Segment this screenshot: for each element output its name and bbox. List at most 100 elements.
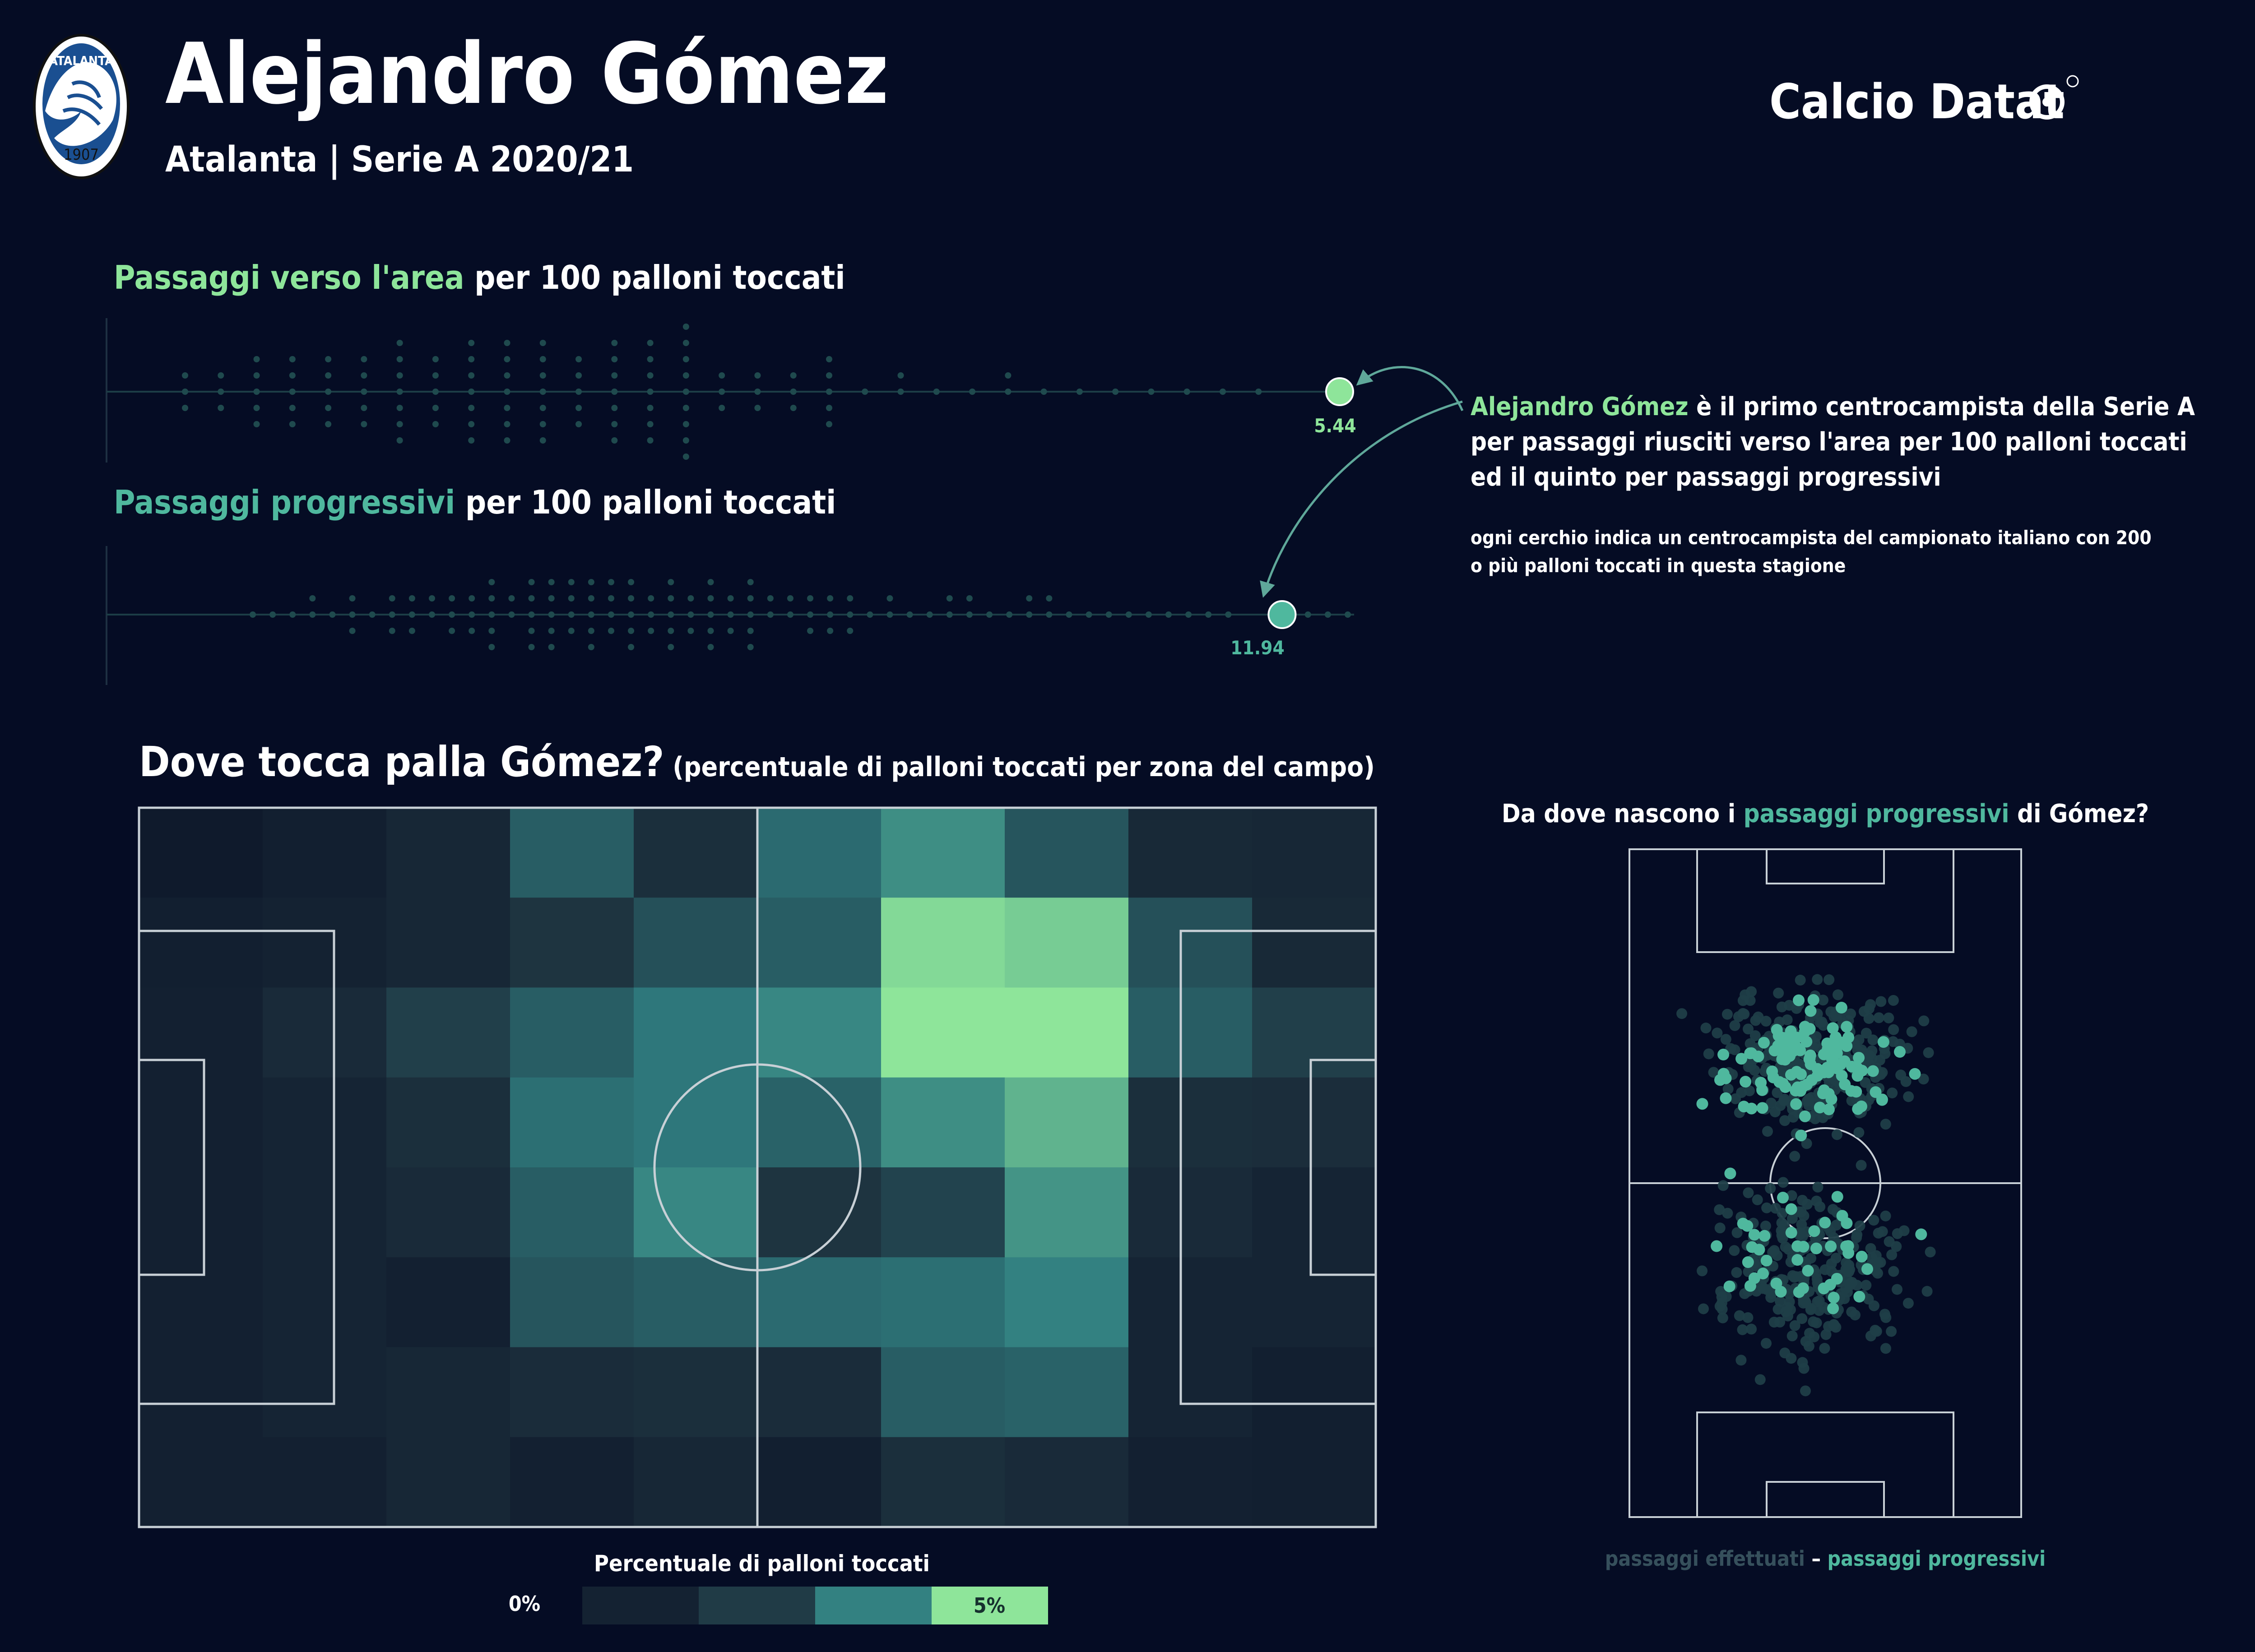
heatmap-cell — [881, 1347, 1005, 1438]
pass-made-point — [1754, 1374, 1766, 1385]
pass-made-point — [1766, 1288, 1777, 1299]
player-dot — [575, 405, 582, 411]
player-dot — [449, 611, 455, 618]
pass-made-point — [1742, 1312, 1754, 1323]
player-dot — [253, 356, 260, 362]
player-dot — [528, 628, 535, 634]
pass-made-point — [1731, 1267, 1742, 1278]
player-dot — [727, 595, 734, 602]
heatmap-cell — [263, 1167, 387, 1258]
player-dot — [568, 579, 575, 585]
player-dot — [608, 611, 614, 618]
heatmap-cell — [634, 1167, 758, 1258]
pass-made-point — [1714, 1204, 1725, 1215]
pass-made-point — [1925, 1246, 1936, 1258]
legend-swatch — [932, 1587, 1048, 1624]
heatmap-legend-title: Percentuale di palloni toccati — [594, 1550, 930, 1577]
pass-made-point — [1783, 1244, 1794, 1255]
player-dot — [1006, 611, 1013, 618]
progressive-pass-point — [1785, 1203, 1797, 1215]
player-dot — [488, 628, 495, 634]
progressive-pass-point — [1841, 1217, 1853, 1229]
heatmap-cell — [1252, 1167, 1376, 1258]
progressive-pass-point — [1861, 1263, 1874, 1275]
player-dot — [396, 389, 403, 395]
heatmap-legend-min: 0% — [509, 1592, 540, 1616]
player-dot — [449, 628, 455, 634]
pass-made-point — [1698, 1303, 1709, 1314]
player-dot — [790, 389, 797, 395]
player-dot — [469, 628, 475, 634]
heatmap-cell — [1128, 1257, 1253, 1348]
pass-made-point — [1918, 1074, 1929, 1085]
player-dot — [325, 372, 332, 379]
progressive-pass-point — [1799, 1110, 1811, 1122]
player-dot — [926, 611, 933, 618]
player-dot — [361, 389, 367, 395]
progressive-pass-point — [1744, 1280, 1756, 1292]
player-dot — [289, 389, 296, 395]
top-goal-area — [1766, 848, 1885, 884]
heatmap-cell — [1005, 1167, 1129, 1258]
player-dot — [611, 405, 618, 411]
progressive-pass-point — [1819, 1217, 1831, 1229]
progressive-pass-point — [1828, 1291, 1840, 1304]
pass-made-point — [1811, 1317, 1822, 1328]
pass-made-point — [1851, 1229, 1863, 1240]
registered-mark-icon — [2066, 75, 2079, 88]
player-dot — [504, 437, 510, 444]
pass-made-point — [1895, 1069, 1907, 1081]
progressive-pass-point — [1825, 1240, 1837, 1253]
progressive-pass-point — [1793, 1286, 1805, 1298]
player-dot — [747, 595, 754, 602]
player-dot — [747, 579, 754, 585]
pass-made-point — [1703, 1048, 1714, 1060]
annotation-note-line2: o più palloni toccati in questa stagione — [1471, 555, 1846, 577]
progressive-pass-point — [1723, 1280, 1735, 1292]
pass-made-point — [1700, 1023, 1712, 1034]
annotation-player-name: Alejandro Gómez — [1471, 392, 1689, 421]
pass-made-point — [1812, 974, 1823, 985]
player-dot — [826, 405, 832, 411]
player-dot — [790, 372, 797, 379]
heatmap-cell — [139, 1437, 263, 1527]
player-dot — [1183, 389, 1190, 395]
progressive-pass-point — [1791, 1083, 1803, 1095]
player-dot — [747, 628, 754, 634]
pass-made-point — [1854, 1220, 1865, 1231]
player-dot — [611, 340, 618, 346]
player-name-title: Alejandro Gómez — [165, 25, 889, 123]
player-dot — [682, 372, 689, 379]
heatmap-cell — [881, 1437, 1005, 1527]
heatmap-cell — [757, 1077, 882, 1168]
player-dot — [933, 389, 940, 395]
player-dot — [504, 421, 510, 427]
pass-made-point — [1721, 1009, 1733, 1020]
progressive-pass-point — [1793, 994, 1805, 1006]
pass-made-point — [1856, 1160, 1867, 1171]
swarm1-highlight-label: 5.44 — [1314, 415, 1356, 437]
player-dot — [727, 611, 734, 618]
progressive-pass-point — [1755, 1077, 1767, 1089]
heatmap-cell — [139, 808, 263, 898]
progressive-pass-point — [1867, 1065, 1879, 1077]
pass-made-point — [1800, 1385, 1811, 1397]
annotation-line2: per passaggi riusciti verso l'area per 1… — [1471, 427, 2187, 457]
pass-made-point — [1888, 1266, 1899, 1277]
pass-made-point — [1825, 1006, 1837, 1018]
player-dot — [309, 595, 316, 602]
heatmap-cell — [757, 898, 882, 988]
player-dot — [253, 372, 260, 379]
swarm1-dots — [182, 324, 1354, 460]
heatmap-cell — [881, 1257, 1005, 1348]
pass-made-point — [1873, 1012, 1884, 1023]
player-dot — [250, 611, 256, 618]
pass-made-point — [1880, 1343, 1891, 1354]
progressive-pass-point — [1795, 1129, 1807, 1142]
player-dot — [966, 611, 973, 618]
pass-made-point — [1786, 1213, 1798, 1224]
player-dot — [668, 644, 674, 650]
player-dot — [747, 611, 754, 618]
heatmap-cell — [1252, 1077, 1376, 1168]
